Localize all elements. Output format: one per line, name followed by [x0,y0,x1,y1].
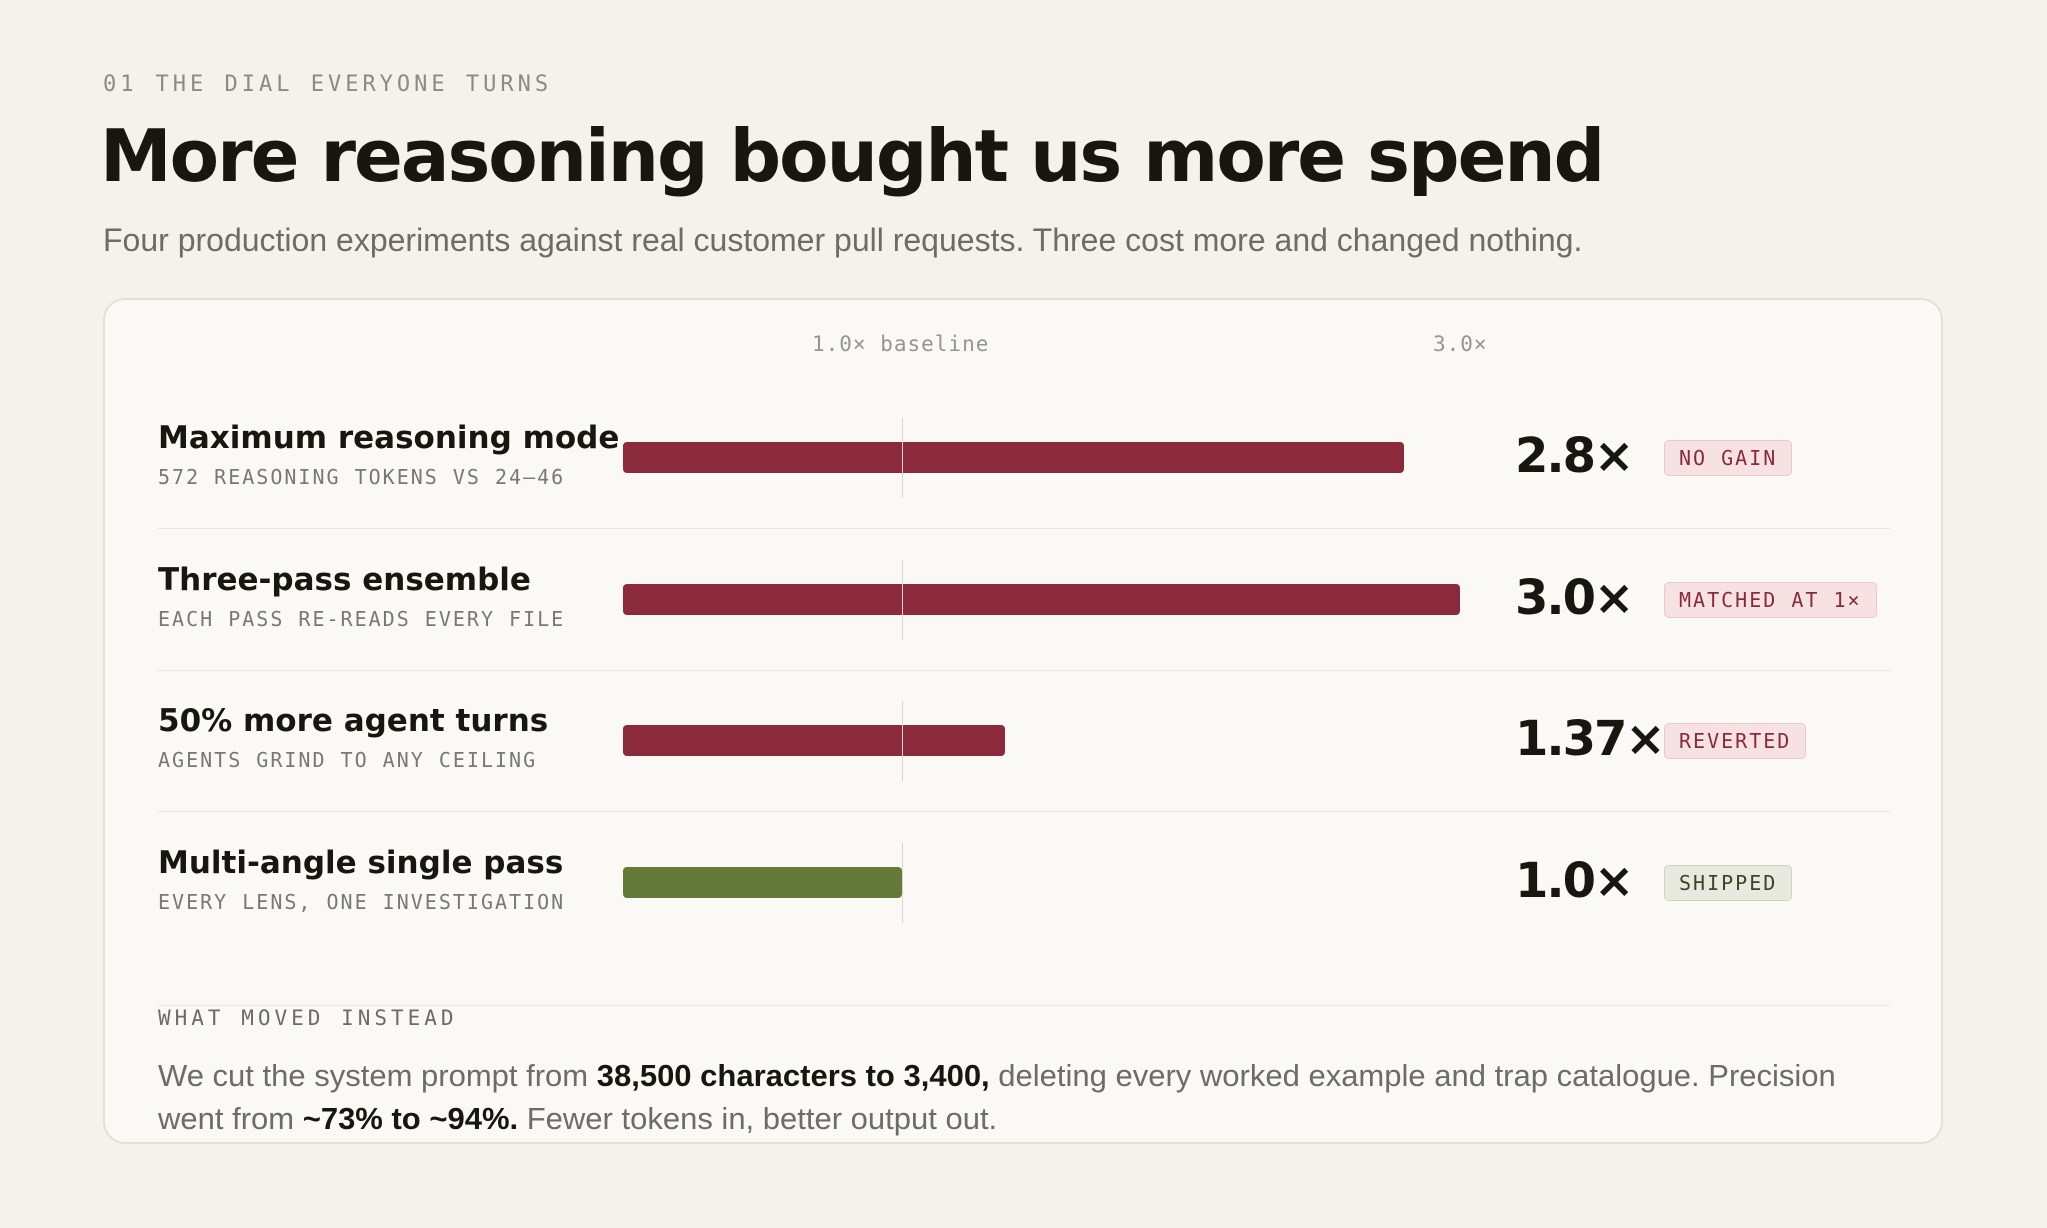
baseline-marker [902,418,903,498]
footer-text-2: deleting every worked example and trap c… [158,1058,1836,1136]
bar [623,725,1005,756]
page-title: More reasoning bought us more spend [100,114,1605,198]
row-subtitle: EVERY LENS, ONE INVESTIGATION [158,889,566,914]
row-divider [158,811,1890,812]
row-divider [158,1004,1890,1006]
row-subtitle: 572 REASONING TOKENS VS 24–46 [158,465,566,489]
section-eyebrow: 01 THE DIAL EVERYONE TURNS [103,72,552,97]
outcome-badge: MATCHED AT 1× [1664,581,1877,618]
outcome-badge: SHIPPED [1664,864,1793,901]
row-subtitle: EACH PASS RE-READS EVERY FILE [158,606,566,631]
bar [623,866,902,898]
bar [623,442,1404,473]
section-number: 01 [103,72,138,97]
section-label: THE DIAL EVERYONE TURNS [155,72,553,97]
row-subtitle: AGENTS GRIND TO ANY CEILING [158,748,538,772]
bar [623,583,1460,615]
page-subtitle: Four production experiments against real… [103,222,1583,258]
row-title: Maximum reasoning mode [158,420,620,456]
footer-highlight-prompt: 38,500 characters to 3,400, [596,1058,990,1093]
baseline-marker [902,701,903,781]
footer-text: We cut the system prompt from 38,500 cha… [158,1054,1898,1140]
footer-text-1: We cut the system prompt from [158,1058,597,1093]
axis-label-max: 3.0× [1433,332,1488,356]
chart-card [103,298,1943,1144]
baseline-marker [902,559,903,640]
baseline-marker [902,842,903,923]
value-label: 3.0× [1515,569,1634,626]
row-title: Three-pass ensemble [158,561,531,598]
outcome-badge: NO GAIN [1664,440,1793,476]
outcome-badge: REVERTED [1664,723,1807,759]
row-title: 50% more agent turns [158,703,549,739]
footer-highlight-precision: ~73% to ~94%. [302,1101,519,1136]
footer-label: WHAT MOVED INSTEAD [158,1006,458,1030]
value-label: 2.8× [1515,428,1634,484]
value-label: 1.0× [1515,852,1634,909]
row-title: Multi-angle single pass [158,844,564,881]
axis-label-baseline: 1.0× baseline [812,332,990,356]
row-divider [158,669,1890,671]
value-label: 1.37× [1515,711,1666,767]
row-divider [158,528,1890,529]
footer-text-3: Fewer tokens in, better output out. [518,1101,998,1136]
